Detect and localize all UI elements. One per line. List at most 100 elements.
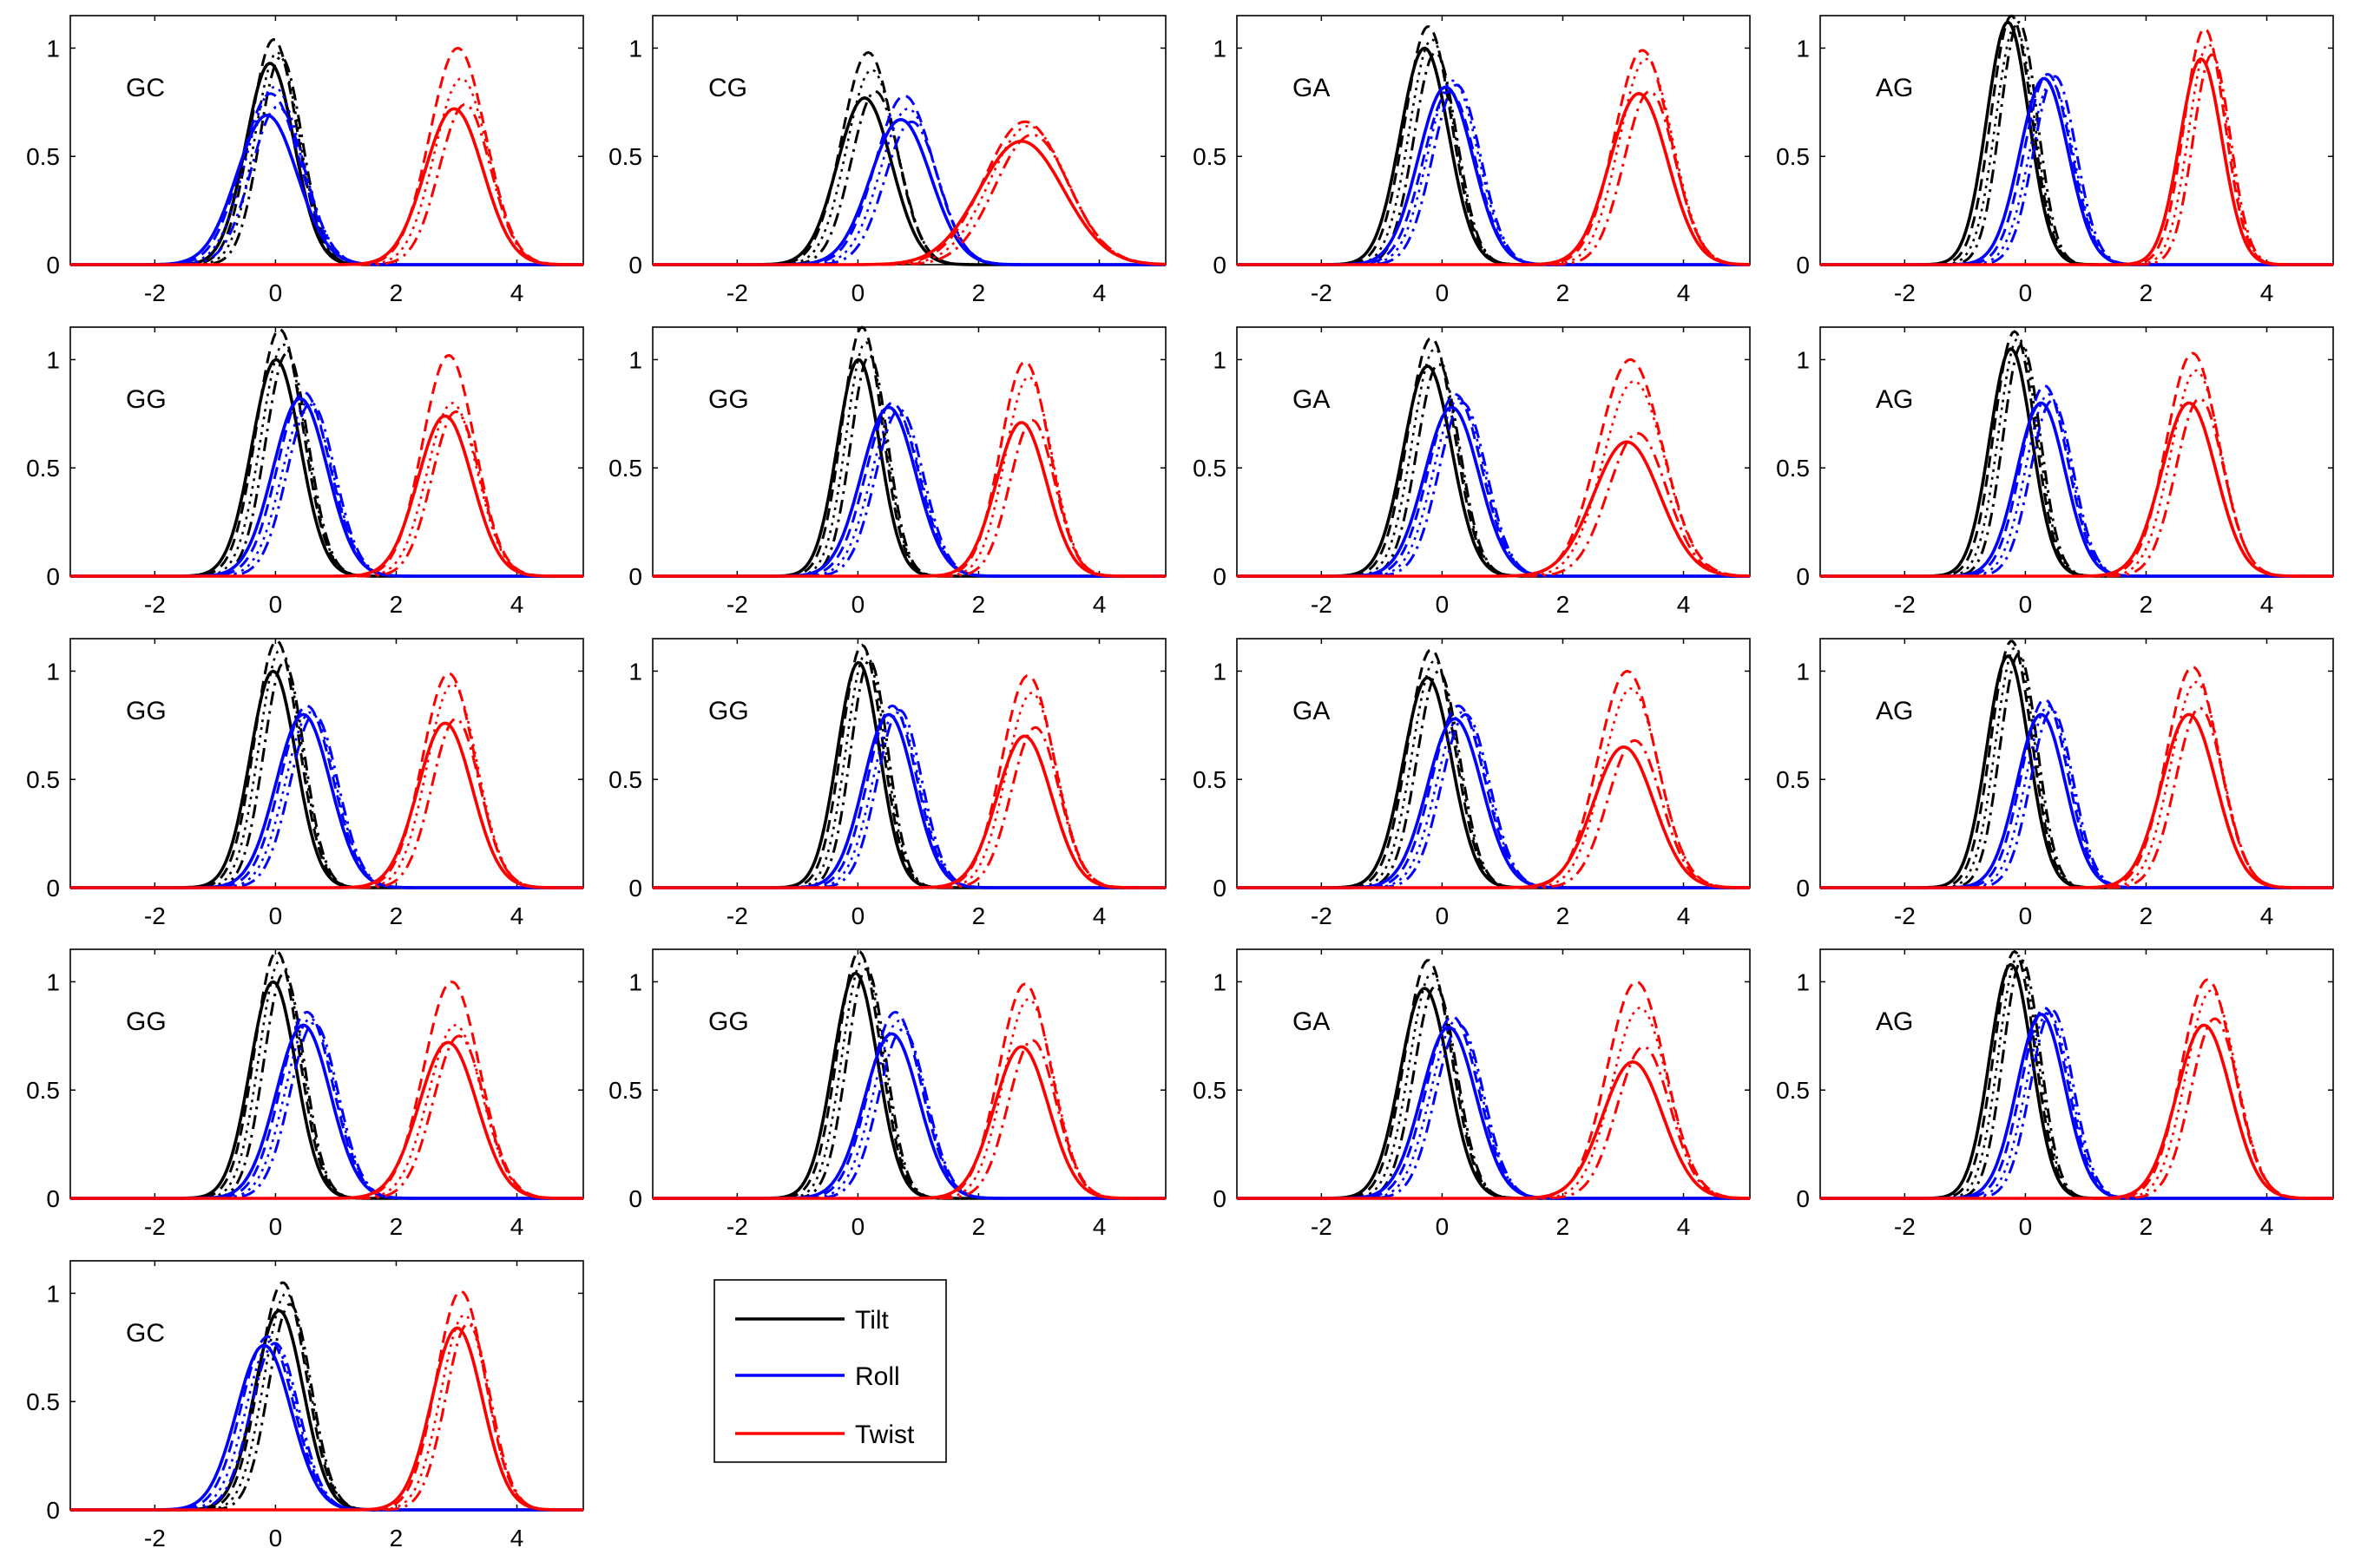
twist-curve: [1237, 670, 1750, 889]
y-tick-label: 0: [46, 563, 60, 590]
panel-gg: -2 0 2 4 0 0.5 1 GG: [608, 948, 1167, 1240]
x-tick-label: -2: [727, 591, 748, 618]
roll-curve: [1237, 83, 1750, 266]
y-tick-label: 0.5: [608, 1077, 642, 1104]
x-tick-label: 2: [390, 902, 404, 929]
y-tick-label: 1: [1796, 658, 1810, 685]
legend-label-tilt: Tilt: [855, 1306, 890, 1335]
panel-gc: -2 0 2 4 0 0.5 1 GC: [26, 15, 584, 306]
twist-curve: [1820, 53, 2333, 266]
x-tick-label: -2: [1894, 1213, 1916, 1240]
x-tick-label: 2: [390, 279, 404, 306]
roll-curve: [70, 401, 583, 578]
y-tick-label: 0.5: [26, 143, 60, 170]
panel-cg: -2 0 2 4 0 0.5 1 CG: [608, 15, 1167, 306]
x-tick-label: -2: [1311, 279, 1332, 306]
x-tick-label: 4: [510, 902, 524, 929]
twist-curve: [653, 725, 1166, 889]
x-tick-label: 2: [972, 591, 986, 618]
x-tick-label: -2: [144, 1525, 166, 1552]
panel-label: CG: [708, 74, 747, 102]
x-tick-label: 0: [1436, 279, 1450, 306]
roll-curve: [1237, 1023, 1750, 1200]
y-tick-label: 0.5: [26, 455, 60, 482]
roll-curve: [1820, 399, 2333, 578]
y-tick-label: 0: [628, 252, 642, 279]
y-tick-label: 0: [1796, 1185, 1810, 1212]
roll-curve: [70, 105, 583, 266]
y-tick-label: 1: [628, 35, 642, 62]
axes-frame: [652, 948, 1167, 1199]
y-tick-label: 1: [46, 658, 60, 685]
x-tick-label: 2: [390, 1213, 404, 1240]
axes-frame: [69, 15, 584, 266]
x-tick-label: 4: [510, 1525, 524, 1552]
roll-curve: [70, 1021, 583, 1200]
y-tick-label: 0.5: [26, 766, 60, 793]
panel-label: GA: [1292, 74, 1330, 102]
y-tick-label: 0: [628, 875, 642, 902]
roll-curve: [653, 410, 1166, 578]
x-tick-label: -2: [1894, 902, 1916, 929]
x-tick-label: 4: [1093, 1213, 1107, 1240]
axes-frame: [652, 15, 1167, 266]
y-tick-label: 0.5: [1776, 455, 1810, 482]
x-tick-label: 2: [2140, 1213, 2153, 1240]
twist-curve: [653, 360, 1166, 578]
x-tick-label: 2: [972, 902, 986, 929]
twist-curve: [70, 1024, 583, 1200]
y-tick-label: 0: [46, 875, 60, 902]
twist-curve: [1820, 397, 2333, 578]
y-tick-label: 0.5: [1193, 455, 1226, 482]
x-tick-label: 0: [852, 279, 865, 306]
y-tick-label: 0: [46, 1497, 60, 1524]
legend-label-roll: Roll: [855, 1362, 900, 1391]
y-tick-label: 1: [1796, 968, 1810, 995]
x-tick-label: -2: [144, 279, 166, 306]
twist-curve: [653, 674, 1166, 889]
panel-label: AG: [1876, 74, 1913, 102]
y-tick-label: 0.5: [26, 1077, 60, 1104]
y-tick-label: 0.5: [1193, 1077, 1226, 1104]
y-tick-label: 0.5: [1193, 143, 1226, 170]
y-tick-label: 1: [628, 346, 642, 373]
x-tick-label: 0: [2019, 902, 2033, 929]
y-tick-label: 0.5: [608, 455, 642, 482]
legend: Tilt Roll Twist: [713, 1279, 947, 1463]
x-tick-label: -2: [1311, 902, 1332, 929]
x-tick-label: 4: [2260, 902, 2274, 929]
roll-curve: [70, 711, 583, 889]
twist-curve: [653, 120, 1167, 266]
y-tick-label: 0: [1213, 875, 1226, 902]
panel-label: AG: [1876, 385, 1913, 414]
y-tick-label: 0.5: [608, 766, 642, 793]
x-tick-label: -2: [1311, 1213, 1332, 1240]
y-tick-label: 0: [46, 252, 60, 279]
roll-curve: [1237, 712, 1750, 889]
twist-curve: [70, 981, 583, 1200]
x-tick-label: 2: [1556, 591, 1570, 618]
x-tick-label: 0: [852, 902, 865, 929]
x-tick-label: -2: [144, 1213, 166, 1240]
y-tick-label: 0.5: [608, 143, 642, 170]
x-tick-label: 0: [2019, 279, 2033, 306]
twist-curve: [1237, 380, 1750, 578]
twist-curve: [70, 672, 583, 889]
tilt-curve: [653, 968, 1166, 1200]
twist-curve: [70, 1289, 583, 1512]
x-tick-label: -2: [144, 902, 166, 929]
x-tick-label: -2: [1894, 279, 1916, 306]
panel-ga: -2 0 2 4 0 0.5 1 GA: [1193, 326, 1751, 618]
x-tick-label: 2: [1556, 902, 1570, 929]
roll-curve: [653, 408, 1166, 578]
x-tick-label: -2: [727, 1213, 748, 1240]
x-tick-label: 0: [852, 1213, 865, 1240]
y-tick-label: 1: [1213, 346, 1226, 373]
axes-frame: [1236, 326, 1751, 577]
x-tick-label: -2: [144, 591, 166, 618]
x-tick-label: 0: [269, 902, 283, 929]
twist-curve: [1237, 49, 1751, 266]
y-tick-label: 1: [46, 1280, 60, 1307]
twist-curve: [1237, 358, 1751, 578]
